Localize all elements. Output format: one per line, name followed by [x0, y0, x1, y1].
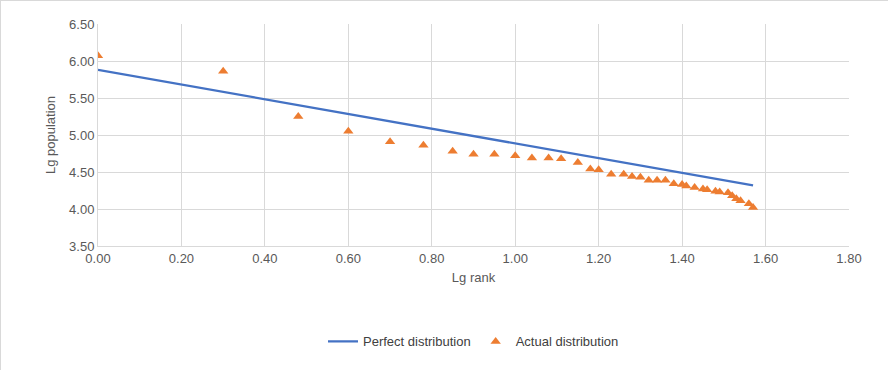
- svg-text:6.00: 6.00: [69, 54, 94, 69]
- svg-text:Lg population: Lg population: [43, 96, 58, 174]
- svg-text:4.50: 4.50: [69, 165, 94, 180]
- svg-text:0.00: 0.00: [85, 251, 110, 266]
- svg-text:1.60: 1.60: [753, 251, 778, 266]
- svg-text:1.00: 1.00: [503, 251, 528, 266]
- svg-text:0.40: 0.40: [252, 251, 277, 266]
- svg-text:Actual distribution: Actual distribution: [516, 334, 619, 349]
- svg-text:1.80: 1.80: [836, 251, 861, 266]
- svg-text:3.50: 3.50: [69, 239, 94, 254]
- svg-text:0.60: 0.60: [336, 251, 361, 266]
- svg-text:Perfect distribution: Perfect distribution: [363, 334, 471, 349]
- svg-text:Lg rank: Lg rank: [452, 270, 496, 285]
- svg-text:1.40: 1.40: [669, 251, 694, 266]
- svg-text:0.80: 0.80: [419, 251, 444, 266]
- svg-text:0.20: 0.20: [169, 251, 194, 266]
- svg-text:6.50: 6.50: [69, 17, 94, 32]
- svg-text:5.50: 5.50: [69, 91, 94, 106]
- svg-text:4.00: 4.00: [69, 202, 94, 217]
- svg-text:1.20: 1.20: [586, 251, 611, 266]
- svg-text:5.00: 5.00: [69, 128, 94, 143]
